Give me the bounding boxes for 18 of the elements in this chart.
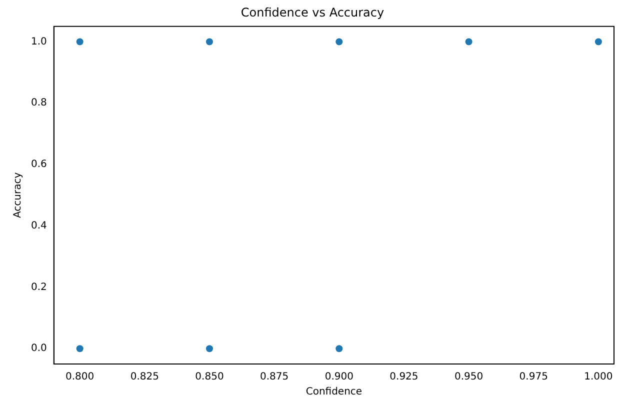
x-tick-label: 0.800 xyxy=(66,372,94,383)
x-tick-label: 0.825 xyxy=(130,372,159,383)
y-tick-label: 1.0 xyxy=(30,36,47,48)
x-tick-label: 0.925 xyxy=(390,372,418,383)
y-tick-label: 0.4 xyxy=(30,220,47,232)
y-tick-label: 0.0 xyxy=(30,343,47,354)
x-tick-label: 1.000 xyxy=(584,372,613,383)
x-tick-label: 0.850 xyxy=(195,372,224,383)
y-tick-label: 0.2 xyxy=(30,282,47,293)
x-tick-label: 0.900 xyxy=(324,372,354,383)
x-tick-label: 0.875 xyxy=(260,372,289,383)
y-tick-label: 0.8 xyxy=(30,98,47,109)
y-axis-title: Accuracy xyxy=(12,172,24,218)
x-tick-label: 0.975 xyxy=(519,372,548,383)
y-tick-label: 0.6 xyxy=(30,159,47,170)
chart-title: Confidence vs Accuracy xyxy=(240,5,384,20)
x-axis-title: Confidence xyxy=(306,386,362,398)
x-tick-label: 0.950 xyxy=(454,372,484,383)
